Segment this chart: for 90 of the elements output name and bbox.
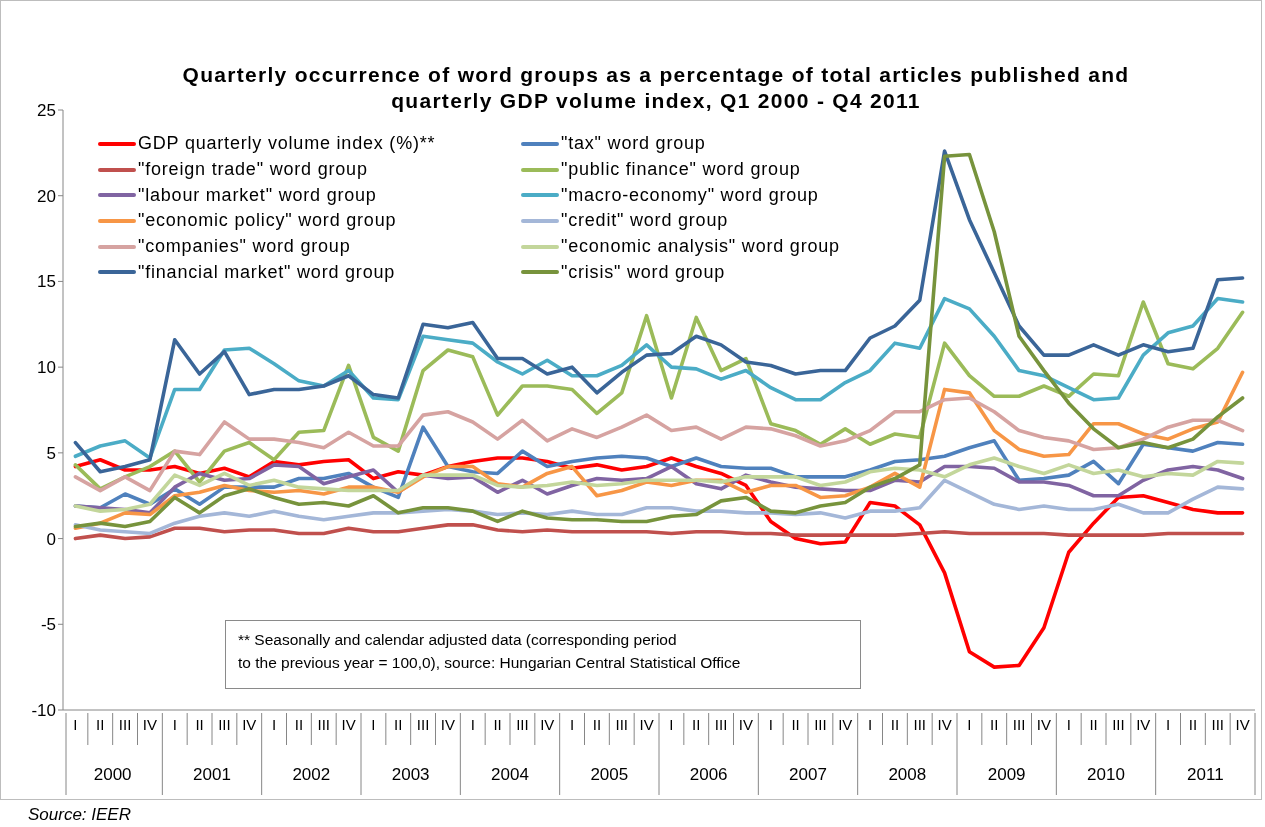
y-tick-label: 0: [46, 529, 56, 549]
line-series: [73, 523, 1245, 541]
x-tick-label: III: [615, 715, 629, 733]
x-tick-label: I: [570, 715, 575, 733]
x-tick-label: IV: [341, 715, 356, 733]
legend-label: "economic analysis" word group: [561, 236, 840, 258]
x-tick-label: IV: [738, 715, 754, 733]
x-tick-label: IV: [639, 715, 654, 733]
line-series: [73, 456, 1245, 513]
y-tick-label: -10: [31, 701, 56, 721]
x-tick-label: IV: [838, 715, 853, 733]
legend-label: "macro-economy" word group: [561, 184, 819, 206]
text: 2002: [292, 765, 331, 784]
text: 2005: [590, 765, 629, 784]
x-tick-label: I: [1066, 715, 1071, 733]
x-tick-label: II: [493, 715, 502, 733]
x-tick-label: I: [470, 715, 475, 733]
legend-label: "tax" word group: [561, 133, 706, 155]
line-series: [73, 300, 1245, 491]
text: 2003: [391, 765, 430, 784]
legend-label: "financial market" word group: [138, 261, 396, 283]
x-tick-label: III: [516, 715, 529, 733]
line-series: [73, 152, 1245, 529]
text: 2007: [789, 765, 827, 784]
x-tick-label: III: [714, 715, 728, 733]
source-note: Source: IEER: [28, 805, 131, 825]
x-tick-label: III: [1012, 715, 1026, 733]
x-tick-label: II: [890, 715, 900, 733]
legend-label: "credit" word group: [561, 210, 729, 232]
x-tick-label: I: [272, 715, 277, 733]
chart-title: Quarterly occurrence of word groups as a percentage of total articles published and quarterly GDP volume index, Q1 2000 - Q4 2011: [181, 62, 1131, 114]
y-tick-label: 5: [46, 443, 56, 463]
x-tick-label: III: [317, 715, 331, 733]
y-tick-label: -5: [40, 615, 56, 635]
line-series: [73, 296, 1245, 460]
x-tick-label: I: [371, 715, 376, 733]
x-tick-label: III: [218, 715, 231, 733]
x-tick-label: IV: [1136, 715, 1151, 733]
x-tick-label: II: [294, 715, 304, 733]
x-tick-label: II: [1089, 715, 1098, 733]
text: 2008: [888, 765, 927, 784]
x-tick-label: III: [814, 715, 827, 733]
x-tick-label: I: [669, 715, 674, 733]
x-tick-label: I: [172, 715, 177, 733]
x-tick-label: III: [913, 715, 927, 733]
y-tick-label: 20: [37, 186, 56, 206]
x-tick-label: II: [96, 715, 105, 733]
x-tick-label: II: [990, 715, 999, 733]
x-tick-label: IV: [540, 715, 555, 733]
y-tick-label: 25: [37, 101, 56, 121]
x-tick-label: III: [118, 715, 132, 733]
x-tick-label: I: [768, 715, 773, 733]
x-tick-label: IV: [440, 715, 456, 733]
legend-label: "crisis" word group: [561, 261, 726, 283]
legend-label: GDP quarterly volume index (%)**: [138, 133, 436, 155]
line-series: [73, 396, 1245, 493]
legend-label: "foreign trade" word group: [138, 159, 368, 181]
y-tick-label: 10: [37, 358, 56, 378]
text: 2000: [93, 765, 132, 784]
text: 2004: [491, 765, 529, 784]
text: 2009: [987, 765, 1026, 784]
legend-label: "labour market" word group: [138, 184, 377, 206]
legend-label: "companies" word group: [138, 236, 351, 258]
x-tick-label: I: [967, 715, 972, 733]
x-tick-label: II: [195, 715, 204, 733]
x-tick-label: IV: [1235, 715, 1250, 733]
annotation: ** Seasonally and calendar adjusted data (corresponding period to the previous year = 100,0), source: Hungarian Central Statistical Office: [225, 620, 861, 689]
x-tick-label: II: [692, 715, 701, 733]
y-tick-label: 15: [37, 272, 56, 292]
x-tick-label: III: [1112, 715, 1125, 733]
legend-label: "economic policy" word group: [138, 210, 397, 232]
text: 2006: [689, 765, 728, 784]
x-tick-label: IV: [1036, 715, 1052, 733]
text: 2011: [1187, 765, 1224, 784]
x-tick-label: II: [1188, 715, 1198, 733]
x-tick-label: I: [868, 715, 873, 733]
x-tick-label: I: [1166, 715, 1171, 733]
x-tick-label: II: [394, 715, 403, 733]
x-tick-label: I: [73, 715, 78, 733]
x-tick-label: II: [592, 715, 602, 733]
x-tick-label: III: [416, 715, 430, 733]
x-tick-label: IV: [142, 715, 158, 733]
x-tick-label: II: [791, 715, 800, 733]
x-tick-label: IV: [242, 715, 257, 733]
text: 2001: [193, 765, 231, 784]
line-series: [73, 478, 1245, 536]
x-tick-label: III: [1211, 715, 1225, 733]
text: 2010: [1087, 765, 1125, 784]
x-tick-label: IV: [937, 715, 952, 733]
legend-label: "public finance" word group: [561, 159, 801, 181]
